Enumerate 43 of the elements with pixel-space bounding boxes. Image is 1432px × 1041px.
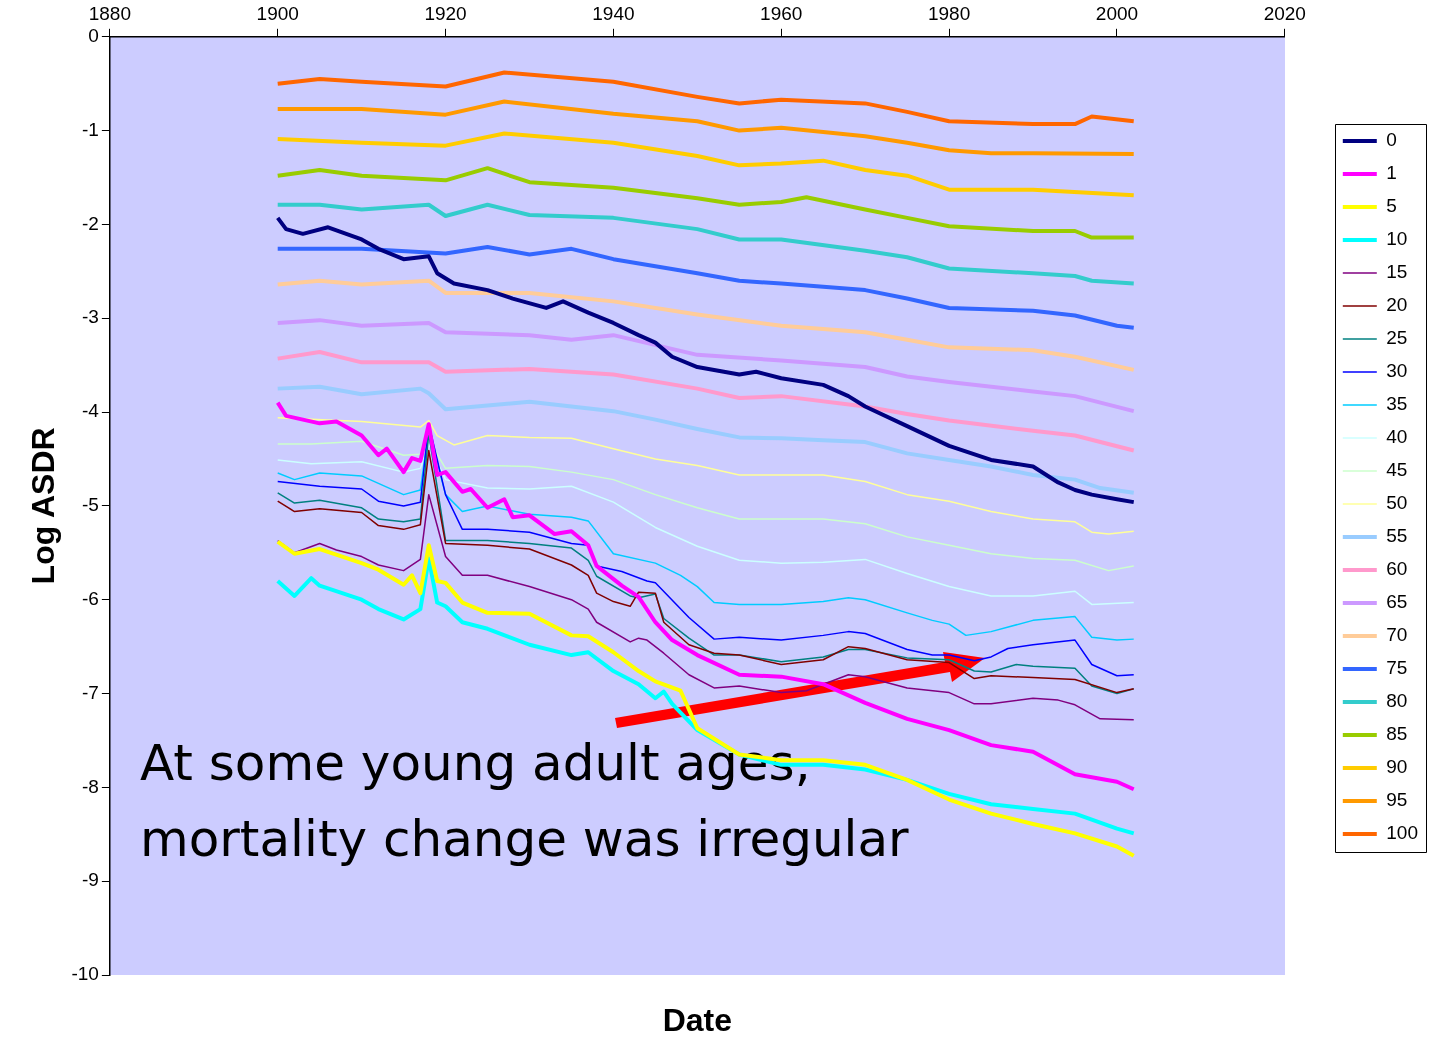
legend-label: 0 [1386, 129, 1397, 151]
y-tick-label: -3 [81, 306, 99, 328]
legend-label: 95 [1386, 789, 1408, 811]
x-tick-label: 2000 [1095, 2, 1139, 24]
legend-label: 60 [1386, 558, 1408, 580]
x-tick-label: 1980 [927, 2, 971, 24]
legend-label: 40 [1386, 426, 1408, 448]
legend-label: 20 [1386, 294, 1408, 316]
y-tick-label: -2 [81, 212, 99, 234]
legend-label: 10 [1386, 228, 1408, 250]
y-tick-label: -7 [81, 681, 99, 703]
y-axis-title: Log ASDR [25, 427, 62, 585]
legend-label: 80 [1386, 690, 1408, 712]
y-tick-label: -9 [81, 869, 99, 891]
legend-label: 100 [1386, 822, 1418, 844]
legend-label: 55 [1386, 525, 1408, 547]
y-tick-label: -4 [81, 400, 100, 422]
legend-label: 5 [1386, 195, 1397, 217]
legend-label: 30 [1386, 360, 1408, 382]
legend-label: 85 [1386, 723, 1408, 745]
y-tick-label: -6 [81, 587, 99, 609]
x-axis-title: Date [662, 1001, 733, 1038]
legend-label: 90 [1386, 756, 1408, 778]
x-tick-label: 1880 [88, 2, 131, 24]
y-tick-label: -8 [81, 775, 99, 797]
x-tick-label: 1940 [592, 2, 635, 24]
x-tick-label: 1900 [256, 2, 299, 24]
y-tick-label: -5 [81, 494, 99, 516]
legend-label: 70 [1386, 624, 1408, 646]
legend-label: 45 [1386, 459, 1408, 481]
x-tick-label: 1960 [760, 2, 803, 24]
legend-label: 35 [1386, 393, 1408, 415]
legend-label: 1 [1386, 162, 1397, 184]
x-tick-label: 1920 [424, 2, 467, 24]
y-tick-label: -10 [71, 963, 99, 985]
y-tick-label: 0 [88, 25, 99, 47]
legend-label: 50 [1386, 492, 1408, 514]
legend-label: 75 [1386, 657, 1408, 679]
y-tick-label: -1 [81, 118, 99, 140]
legend-label: 25 [1386, 327, 1408, 349]
legend-label: 65 [1386, 591, 1408, 613]
x-tick-label: 2020 [1263, 2, 1306, 24]
legend-label: 15 [1386, 261, 1408, 283]
